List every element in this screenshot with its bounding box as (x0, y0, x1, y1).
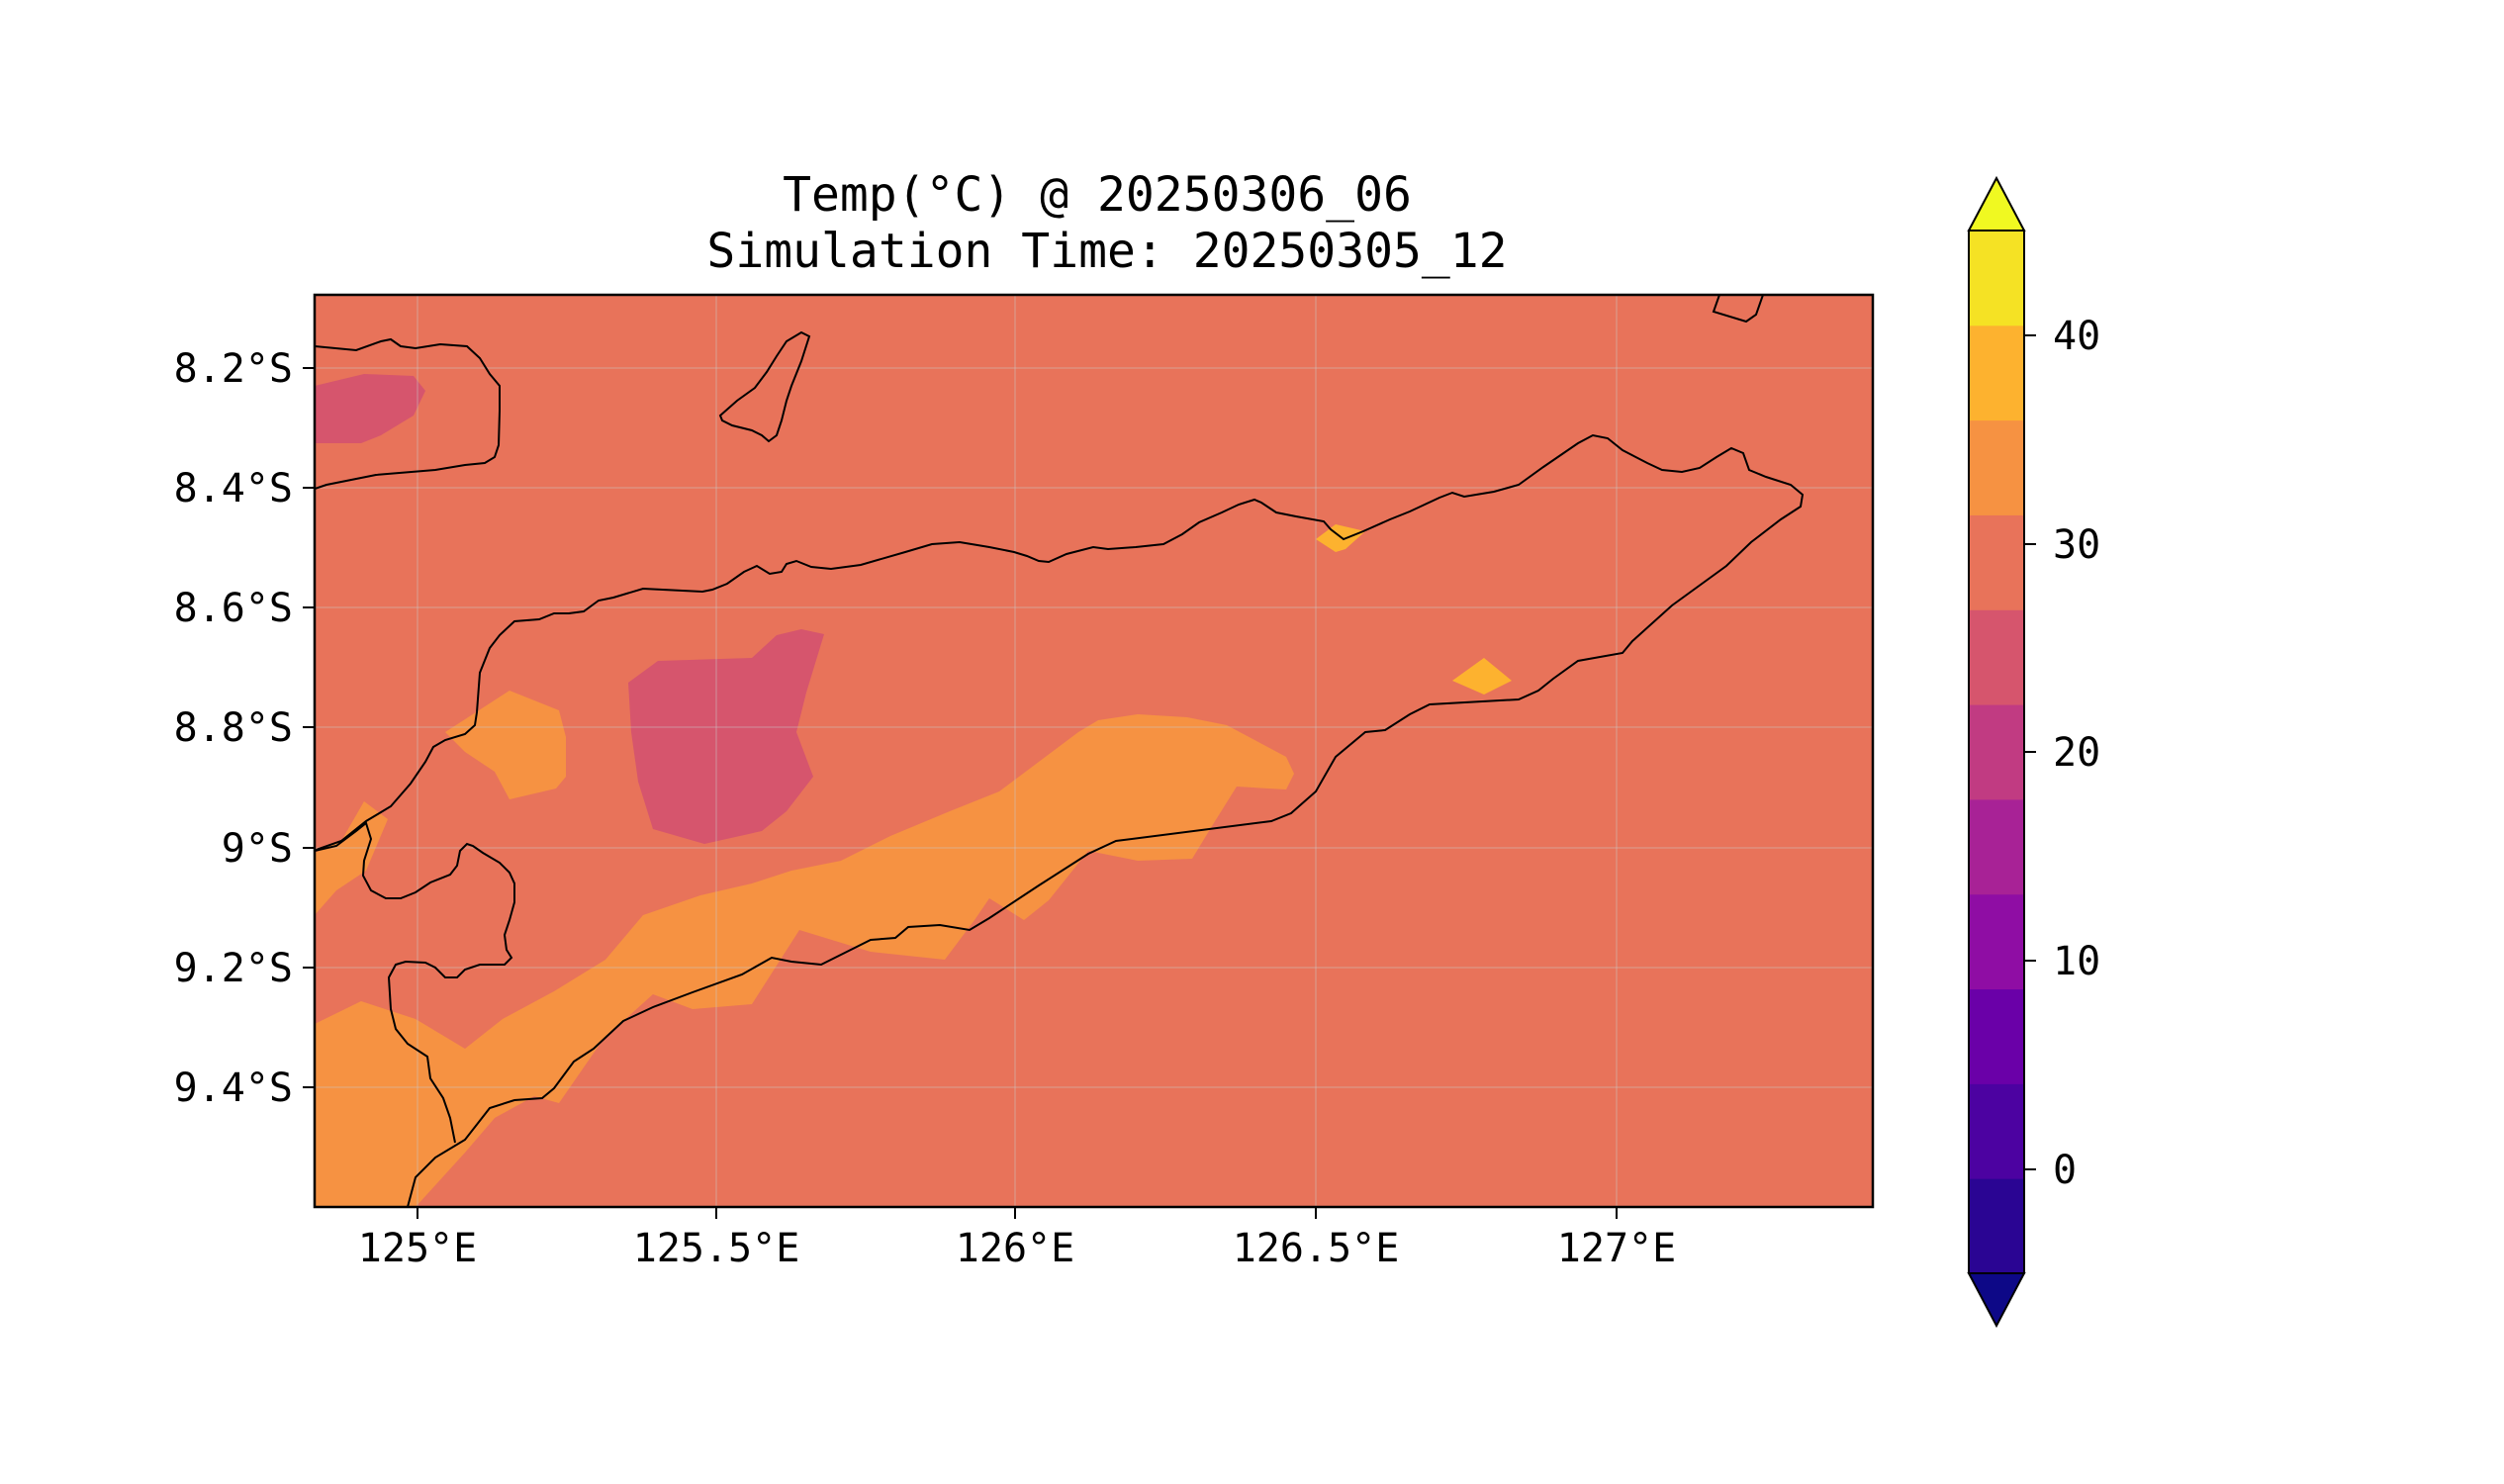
coastline-timor (315, 433, 1805, 1207)
y-tick-label: 8.8°S (174, 705, 293, 751)
y-tick-label: 8.6°S (174, 586, 293, 631)
colorbar-extend-min-triangle (1967, 1272, 2026, 1329)
map-gridlines (315, 295, 1873, 1207)
colorbar-tick-label: 0 (2053, 1148, 2077, 1193)
x-tick-label: 126.5°E (1233, 1226, 1400, 1271)
y-tick-label: 9.4°S (174, 1066, 293, 1111)
colorbar-segment (1969, 988, 2024, 1084)
colorbar-tick-label: 30 (2053, 522, 2100, 568)
y-tick-label: 8.4°S (174, 466, 293, 511)
colorbar-segment (1969, 514, 2024, 610)
colorbar-segments (1969, 231, 2024, 1274)
coastlines (315, 295, 1805, 1207)
colorbar-segment (1969, 704, 2024, 800)
colorbar-tick-marks (2024, 334, 2036, 1170)
colorbar-segment (1969, 325, 2024, 421)
colorbar-segment (1969, 798, 2024, 895)
x-tick-label: 125°E (358, 1226, 477, 1271)
colorbar-tick-label: 40 (2053, 314, 2100, 359)
colorbar-segment (1969, 231, 2024, 326)
colorbar-segment (1969, 609, 2024, 705)
temperature-region-30-35-west (315, 801, 388, 915)
coastline-southwest-bay (315, 821, 515, 1144)
temperature-region-30-35 (315, 714, 1294, 1207)
colorbar-segment (1969, 1083, 2024, 1179)
temperature-region-20-25-northwest (315, 374, 425, 443)
coastline-islet-northeast (1712, 295, 1764, 324)
map-panel[interactable]: 125°E 125.5°E 126°E 126.5°E 127°E 8.2°S … (174, 293, 1875, 1271)
colorbar: 0 10 20 30 40 (1967, 175, 2100, 1329)
x-tick-label: 127°E (1557, 1226, 1676, 1271)
colorbar-extend-max-triangle (1967, 175, 2026, 232)
colorbar-tick-label: 10 (2053, 939, 2100, 984)
colorbar-segment (1969, 419, 2024, 515)
x-tick-label: 126°E (956, 1226, 1074, 1271)
map-frame (313, 293, 1875, 1209)
y-tick-label: 9°S (222, 826, 293, 872)
coastline-small-island-north (718, 330, 811, 443)
colorbar-tick-label: 20 (2053, 730, 2100, 776)
title-line-1: Temp(°C) @ 20250306_06 (783, 167, 1412, 223)
colorbar-segment (1969, 893, 2024, 990)
temperature-region-35-40-b (1452, 658, 1512, 695)
temperature-region-20-25-central (628, 629, 824, 844)
colorbar-segment (1969, 1178, 2024, 1274)
y-tick-label: 9.2°S (174, 946, 293, 991)
temperature-region-35-40-a (1316, 524, 1365, 552)
map-tick-marks (303, 367, 1618, 1219)
x-tick-label: 125.5°E (633, 1226, 800, 1271)
y-tick-label: 8.2°S (174, 346, 293, 392)
title-line-2: Simulation Time: 20250305_12 (706, 224, 1507, 279)
coastline-northwest-island (315, 337, 501, 490)
